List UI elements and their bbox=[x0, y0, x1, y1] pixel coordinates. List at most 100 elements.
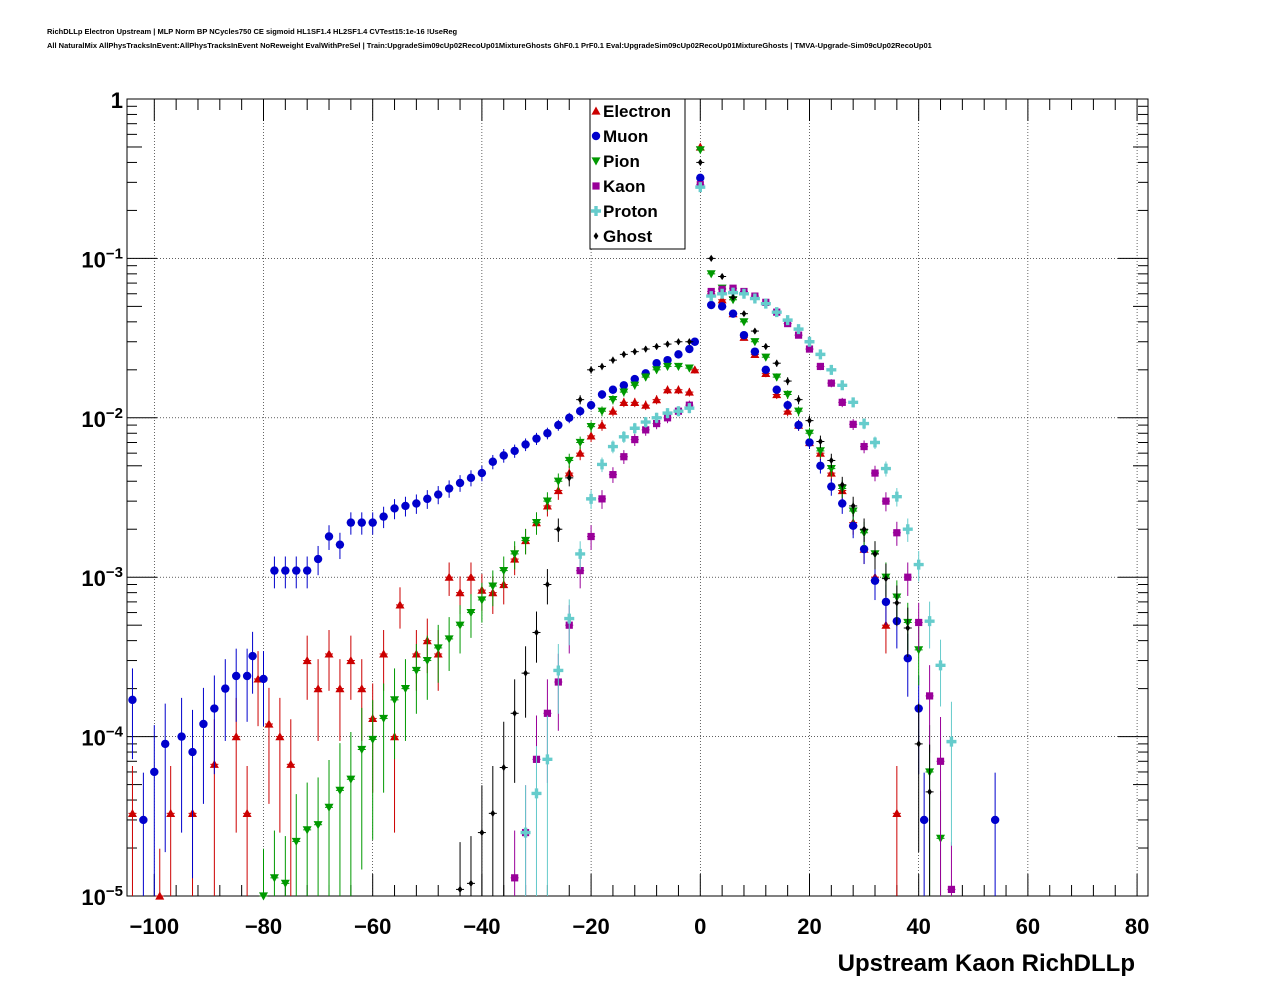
data-point bbox=[155, 891, 165, 900]
data-point bbox=[663, 355, 672, 365]
data-point bbox=[871, 469, 879, 477]
data-point bbox=[728, 287, 739, 298]
data-point bbox=[531, 519, 541, 528]
data-point bbox=[542, 754, 553, 765]
data-point bbox=[379, 649, 389, 658]
data-point bbox=[750, 338, 760, 347]
data-point bbox=[499, 451, 508, 460]
data-point bbox=[924, 616, 935, 627]
data-point bbox=[642, 426, 650, 434]
y-tick-base: 10 bbox=[81, 407, 105, 432]
data-point bbox=[368, 735, 378, 744]
data-point bbox=[501, 763, 507, 772]
data-point bbox=[281, 566, 290, 575]
data-point bbox=[411, 666, 421, 675]
data-point bbox=[706, 291, 717, 302]
data-point bbox=[695, 182, 706, 193]
data-point bbox=[630, 397, 640, 406]
data-point bbox=[499, 567, 509, 576]
data-point bbox=[620, 453, 628, 461]
data-point bbox=[597, 459, 608, 470]
data-point bbox=[608, 396, 618, 405]
data-point bbox=[564, 456, 574, 465]
data-point bbox=[706, 270, 716, 279]
plot-header-line-1: RichDLLp Electron Upstream | MLP Norm BP… bbox=[47, 27, 458, 36]
data-point bbox=[275, 732, 285, 741]
data-point bbox=[619, 381, 629, 390]
data-point bbox=[588, 366, 594, 374]
data-point bbox=[861, 525, 867, 533]
data-point bbox=[641, 400, 651, 409]
data-point bbox=[717, 302, 727, 311]
data-point bbox=[280, 879, 290, 888]
data-point bbox=[455, 478, 465, 488]
data-point bbox=[586, 400, 596, 410]
data-point bbox=[488, 582, 498, 591]
data-point bbox=[665, 340, 670, 348]
data-point bbox=[523, 669, 528, 677]
data-point bbox=[936, 757, 945, 765]
data-point bbox=[521, 440, 530, 449]
data-point bbox=[870, 576, 880, 585]
data-point bbox=[785, 377, 791, 385]
data-point bbox=[575, 548, 586, 559]
series-proton bbox=[520, 182, 957, 896]
y-tick-exponent: −4 bbox=[106, 724, 124, 741]
data-point bbox=[231, 732, 241, 741]
data-point bbox=[891, 491, 902, 502]
data-point bbox=[368, 518, 377, 527]
legend-label: Pion bbox=[603, 152, 640, 171]
data-point bbox=[794, 420, 803, 430]
data-point bbox=[839, 481, 845, 489]
data-point bbox=[848, 521, 858, 531]
data-point bbox=[815, 447, 825, 456]
data-point bbox=[632, 348, 638, 356]
data-point bbox=[313, 684, 323, 693]
series-electron bbox=[127, 142, 902, 900]
data-point bbox=[335, 540, 345, 549]
data-point bbox=[576, 567, 584, 575]
data-point bbox=[313, 821, 323, 830]
data-point bbox=[818, 437, 823, 446]
data-point bbox=[826, 465, 836, 474]
data-point bbox=[739, 318, 749, 327]
data-point bbox=[652, 395, 662, 404]
legend-box bbox=[589, 98, 686, 250]
legend: Electron Muon Pion Kaon Proton Ghost bbox=[589, 98, 686, 250]
legend-marker bbox=[593, 232, 599, 240]
data-point bbox=[357, 518, 366, 527]
data-point bbox=[663, 362, 673, 371]
data-point bbox=[915, 618, 923, 627]
data-point bbox=[804, 429, 814, 438]
data-point bbox=[916, 740, 922, 748]
data-point bbox=[575, 407, 585, 416]
data-point bbox=[248, 651, 257, 661]
data-point bbox=[521, 536, 531, 545]
data-point bbox=[488, 457, 498, 466]
data-point bbox=[728, 309, 738, 318]
data-point bbox=[696, 173, 705, 183]
data-point bbox=[719, 272, 725, 281]
data-point bbox=[565, 413, 574, 422]
data-point bbox=[457, 885, 463, 894]
data-point bbox=[663, 385, 673, 394]
data-point bbox=[990, 815, 1000, 825]
x-tick-label: 60 bbox=[1016, 914, 1040, 939]
data-point bbox=[651, 412, 662, 423]
data-point bbox=[686, 338, 692, 346]
x-tick-label: −80 bbox=[245, 914, 282, 939]
legend-label: Muon bbox=[603, 127, 648, 146]
data-point bbox=[324, 803, 334, 812]
data-point bbox=[760, 298, 771, 309]
data-point bbox=[379, 714, 389, 723]
data-point bbox=[477, 596, 487, 605]
y-tick-label: 10−5 bbox=[81, 883, 123, 910]
data-point bbox=[927, 788, 933, 796]
legend-marker bbox=[591, 157, 601, 166]
data-point bbox=[302, 656, 312, 665]
data-point bbox=[542, 497, 552, 506]
data-point bbox=[531, 788, 542, 799]
y-tick-label: 10−4 bbox=[81, 724, 123, 751]
data-point bbox=[433, 644, 443, 653]
data-point bbox=[881, 597, 891, 607]
